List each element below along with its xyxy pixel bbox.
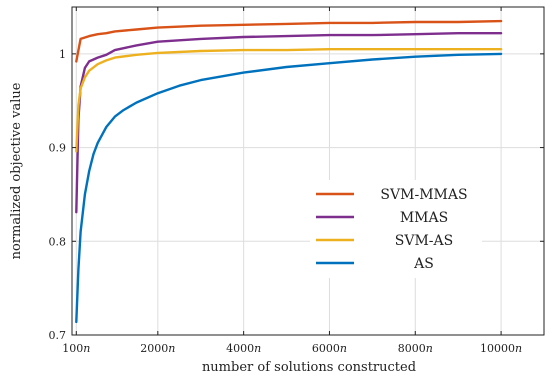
x-tick-label: 2000n bbox=[140, 342, 175, 355]
y-tick-label: 0.7 bbox=[49, 329, 67, 342]
legend-box bbox=[310, 180, 482, 278]
y-tick-label: 1 bbox=[59, 48, 66, 61]
legend-label: SVM-MMAS bbox=[380, 187, 467, 203]
series-line-svm-as bbox=[75, 48, 503, 153]
series-lines bbox=[75, 19, 503, 324]
y-tick-label: 0.9 bbox=[49, 142, 67, 155]
legend-label: AS bbox=[413, 256, 434, 272]
y-tick-label: 0.8 bbox=[49, 235, 67, 248]
series-line-as bbox=[75, 52, 503, 324]
legend-label: SVM-AS bbox=[395, 233, 453, 249]
x-tick-label: 10000n bbox=[480, 342, 522, 355]
x-tick-label: 100n bbox=[62, 342, 90, 355]
x-tick-label: 8000n bbox=[398, 342, 433, 355]
x-axis-ticks: 100n 2000n 4000n 6000n 8000n 10000n bbox=[62, 7, 522, 355]
x-tick-label: 4000n bbox=[226, 342, 261, 355]
series-line-svm-mmas bbox=[75, 19, 503, 63]
x-tick-label: 6000n bbox=[312, 342, 347, 355]
series-line-mmas bbox=[75, 32, 503, 214]
legend: SVM-MMAS MMAS SVM-AS AS bbox=[310, 180, 482, 278]
y-axis-label: normalized objective value bbox=[9, 82, 24, 259]
legend-label: MMAS bbox=[400, 210, 448, 226]
x-axis-label: number of solutions constructed bbox=[202, 360, 416, 375]
y-axis-ticks: 0.7 0.8 0.9 1 bbox=[49, 48, 544, 342]
plot-frame bbox=[71, 6, 545, 336]
